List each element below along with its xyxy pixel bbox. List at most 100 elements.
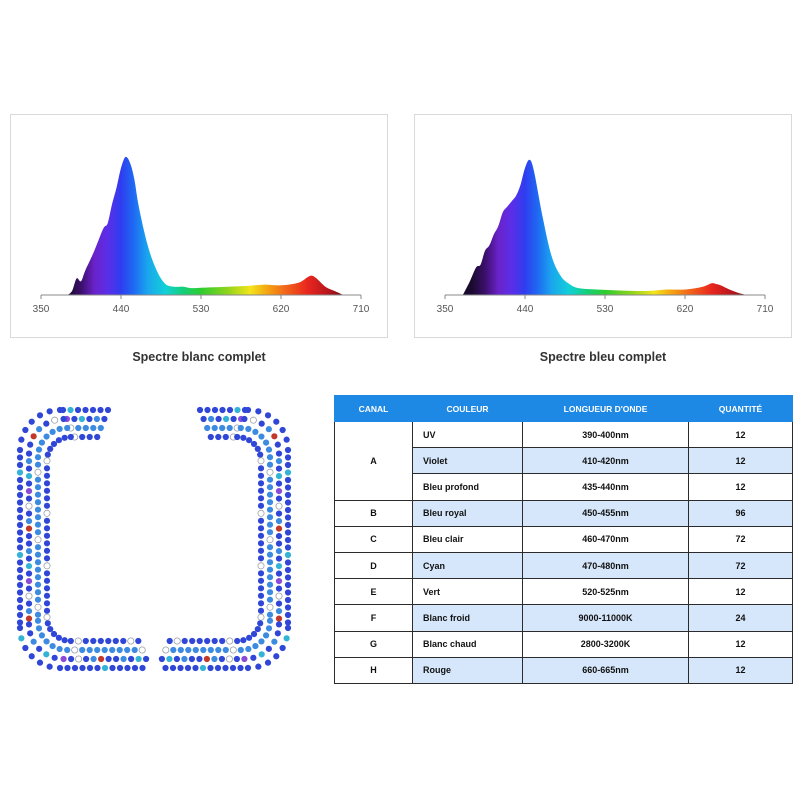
color-cell: Bleu profond (412, 473, 523, 501)
led-dot (284, 574, 292, 581)
led-dot (75, 655, 83, 663)
led-dot (67, 637, 74, 645)
led-dot (34, 514, 42, 521)
led-dot (90, 655, 97, 663)
led-dot (34, 461, 42, 468)
led-dot (255, 663, 262, 670)
led-dot (284, 619, 292, 626)
led-dot (284, 611, 292, 619)
led-dot (275, 592, 283, 600)
canal-cell: G (334, 630, 413, 658)
quantity-cell: 96 (688, 499, 793, 527)
header-couleur: COULEUR (412, 395, 523, 422)
led-dot (257, 532, 265, 539)
led-dot (284, 506, 292, 514)
led-dot (257, 540, 265, 547)
led-dot (16, 469, 24, 476)
led-dot (49, 428, 56, 436)
led-dot (27, 441, 34, 448)
led-dot (245, 645, 252, 653)
led-dot (250, 630, 258, 638)
quantity-cell: 12 (688, 447, 793, 475)
led-dot (237, 424, 244, 432)
led-dot (262, 439, 270, 446)
led-dot (185, 646, 192, 654)
table-row: D Cyan 470-480nm 72 (334, 551, 793, 580)
led-dot (218, 655, 225, 663)
led-dot (257, 495, 265, 502)
led-dot (266, 454, 274, 461)
led-dot (244, 664, 252, 672)
led-dot (34, 476, 42, 483)
led-dot (55, 437, 63, 444)
x-tick-label: 350 (437, 304, 454, 315)
x-tick-label: 530 (193, 304, 210, 315)
white-spectrum-caption: Spectre blanc complet (132, 350, 266, 364)
color-cell: Bleu royal (412, 499, 523, 527)
led-dot (275, 600, 283, 607)
spectrum-area (462, 159, 748, 295)
led-dot (16, 491, 24, 499)
wavelength-cell: 660-665nm (522, 656, 689, 684)
table-row: H Rouge 660-665nm 12 (334, 656, 793, 684)
led-dot (275, 450, 283, 457)
led-dot (43, 457, 51, 465)
led-dot (34, 491, 42, 498)
canal-cell: F (334, 604, 413, 632)
led-dot (16, 506, 24, 514)
led-dot (162, 646, 170, 654)
led-dot (266, 536, 274, 544)
led-dot (275, 555, 283, 562)
led-dot (16, 596, 24, 604)
led-dot (90, 637, 97, 645)
blue-spectrum-chart: 350 440 530 620 710 (437, 159, 774, 315)
led-dot (56, 664, 64, 672)
led-dot (226, 637, 234, 645)
led-dot (34, 611, 42, 618)
led-dot (250, 440, 258, 448)
led-dot (226, 424, 233, 432)
led-dot (257, 472, 265, 479)
led-dot (25, 578, 33, 585)
led-dot (49, 642, 56, 650)
led-dot (60, 415, 67, 423)
led-dot (177, 664, 184, 672)
table-row: Violet 410-420nm 12 (335, 447, 793, 475)
led-dot (82, 637, 89, 645)
led-dot (16, 589, 24, 596)
led-dot (196, 406, 204, 414)
quantity-cell: 12 (688, 420, 793, 449)
table-header-row: CANAL COULEUR LONGUEUR D'ONDE QUANTITÉ (334, 395, 793, 422)
led-dot (257, 451, 264, 458)
led-dot (271, 638, 278, 645)
led-dot (74, 406, 82, 414)
quantity-cell: 12 (688, 578, 793, 606)
led-dot (25, 533, 33, 540)
led-dot (222, 664, 229, 672)
led-dot (34, 544, 42, 551)
led-dot (177, 646, 184, 654)
led-dot (279, 644, 286, 652)
led-dot (16, 581, 24, 589)
led-dot (275, 608, 283, 615)
led-dot (56, 406, 64, 414)
spectrum-area (67, 156, 344, 295)
led-dot (266, 574, 274, 581)
led-dot (284, 544, 292, 551)
led-dot (124, 664, 131, 672)
led-dot (257, 502, 265, 509)
led-dot (257, 555, 265, 562)
led-dot (222, 433, 229, 441)
led-dot (257, 547, 265, 554)
led-dot (105, 637, 112, 645)
led-dot (43, 532, 51, 539)
led-dot (275, 540, 283, 547)
led-dot (275, 570, 283, 577)
led-dot (16, 624, 24, 632)
led-dot (43, 555, 51, 562)
led-dot (56, 425, 63, 433)
led-dot (79, 433, 86, 441)
led-dot (94, 433, 101, 441)
led-dot (169, 664, 177, 672)
led-dot (181, 637, 188, 645)
